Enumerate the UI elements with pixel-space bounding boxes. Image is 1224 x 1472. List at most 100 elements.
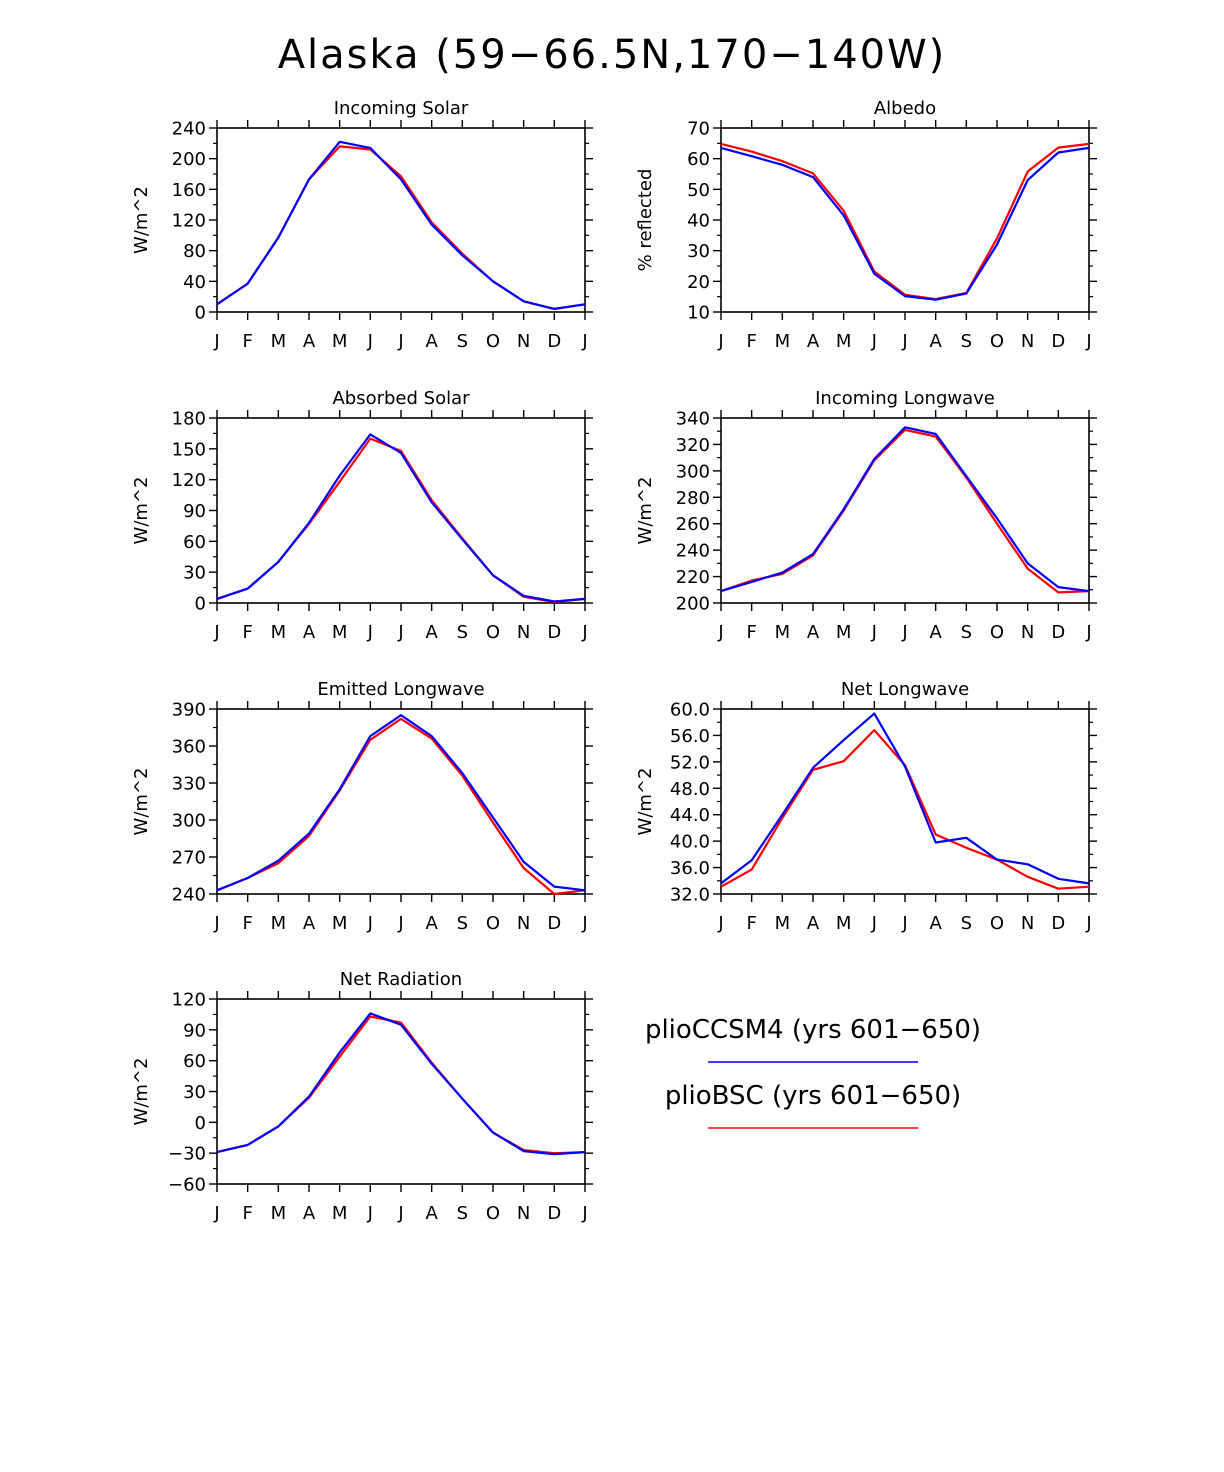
y-axis-label: W/m^2 (131, 477, 152, 545)
x-tick-label: F (242, 331, 252, 352)
x-tick-label: S (961, 622, 972, 643)
x-tick-label: D (547, 913, 561, 934)
series-line-pliobsc (216, 145, 586, 310)
panel-title: Emitted Longwave (317, 679, 484, 700)
x-tick-label: J (901, 913, 907, 934)
y-tick-label: 120 (172, 211, 206, 232)
x-tick-label: J (717, 913, 723, 934)
y-tick-label: 80 (183, 241, 206, 262)
x-tick-label: N (517, 622, 530, 643)
y-tick-label: 90 (183, 1020, 206, 1041)
x-tick-label: J (581, 1203, 587, 1224)
series-line-pliobsc (720, 728, 1090, 890)
x-tick-label: S (457, 622, 468, 643)
x-tick-label: S (457, 331, 468, 352)
x-tick-label: O (990, 331, 1004, 352)
series-line-pliobsc (216, 1015, 586, 1155)
series-line-plioccsm4 (720, 712, 1090, 885)
x-tick-label: O (486, 913, 500, 934)
x-tick-label: A (426, 622, 439, 643)
x-tick-label: F (746, 913, 756, 934)
y-tick-label: −60 (168, 1175, 206, 1196)
x-tick-label: J (901, 622, 907, 643)
x-tick-label: D (547, 622, 561, 643)
panel-title: Net Longwave (841, 679, 969, 700)
x-tick-label: F (746, 622, 756, 643)
y-tick-label: −30 (168, 1144, 206, 1165)
x-tick-label: J (901, 331, 907, 352)
x-tick-label: M (836, 331, 852, 352)
x-tick-label: M (271, 1203, 287, 1224)
x-tick-label: J (1085, 913, 1091, 934)
y-tick-label: 48.0 (670, 779, 710, 800)
x-tick-label: O (486, 331, 500, 352)
y-axis-label: W/m^2 (131, 186, 152, 254)
x-tick-label: N (517, 913, 530, 934)
y-tick-label: 340 (676, 409, 710, 430)
x-tick-label: J (871, 913, 877, 934)
x-tick-label: J (213, 331, 219, 352)
y-tick-label: 60 (687, 149, 710, 170)
series-line-plioccsm4 (216, 433, 586, 603)
plot-frame (216, 417, 586, 604)
y-axis-label: % reflected (635, 169, 656, 272)
legend-label-pliobsc: plioBSC (yrs 601−650) (665, 1081, 961, 1111)
x-tick-label: J (213, 622, 219, 643)
x-tick-label: A (807, 622, 820, 643)
x-tick-label: D (1051, 622, 1065, 643)
series-line-pliobsc (216, 437, 586, 604)
y-tick-label: 330 (172, 774, 206, 795)
x-tick-label: M (332, 622, 348, 643)
series-line-pliobsc (216, 717, 586, 896)
x-tick-label: M (836, 622, 852, 643)
y-tick-label: 32.0 (670, 885, 710, 906)
y-tick-label: 300 (676, 461, 710, 482)
y-tick-label: 20 (687, 272, 710, 293)
y-tick-label: 280 (676, 488, 710, 509)
x-tick-label: M (271, 331, 287, 352)
y-tick-label: 0 (195, 594, 206, 615)
y-tick-label: 40 (687, 211, 710, 232)
x-tick-label: J (397, 1203, 403, 1224)
x-tick-label: M (332, 913, 348, 934)
x-tick-label: F (242, 1203, 252, 1224)
x-tick-label: J (717, 622, 723, 643)
y-tick-label: 30 (183, 563, 206, 584)
y-tick-label: 120 (172, 990, 206, 1011)
y-tick-label: 44.0 (670, 805, 710, 826)
series-line-plioccsm4 (216, 140, 586, 310)
panel-net-longwave: 32.036.040.044.048.052.056.060.0J F M A M J J A… (635, 679, 1097, 934)
y-tick-label: 390 (172, 700, 206, 721)
x-tick-label: A (303, 1203, 316, 1224)
y-tick-label: 60 (183, 532, 206, 553)
x-tick-label: J (367, 913, 373, 934)
x-tick-label: A (930, 622, 943, 643)
x-tick-label: F (242, 622, 252, 643)
y-axis-label: W/m^2 (131, 1058, 152, 1126)
y-tick-label: 0 (195, 1113, 206, 1134)
x-tick-label: D (1051, 913, 1065, 934)
legend: plioCCSM4 (yrs 601−650) plioBSC (yrs 601… (645, 1015, 981, 1129)
y-tick-label: 36.0 (670, 858, 710, 879)
x-tick-label: M (271, 913, 287, 934)
x-tick-label: A (930, 913, 943, 934)
y-axis-label: W/m^2 (635, 477, 656, 545)
y-tick-label: 300 (172, 811, 206, 832)
y-tick-label: 70 (687, 119, 710, 140)
y-tick-label: 360 (172, 737, 206, 758)
x-tick-label: O (990, 622, 1004, 643)
x-tick-label: J (581, 331, 587, 352)
x-tick-label: O (990, 913, 1004, 934)
panel-title: Absorbed Solar (332, 388, 470, 409)
x-tick-label: A (426, 331, 439, 352)
y-tick-label: 200 (676, 594, 710, 615)
y-axis-label: W/m^2 (131, 768, 152, 836)
x-tick-label: J (1085, 331, 1091, 352)
series-line-plioccsm4 (216, 1012, 586, 1156)
series-line-pliobsc (720, 428, 1090, 594)
